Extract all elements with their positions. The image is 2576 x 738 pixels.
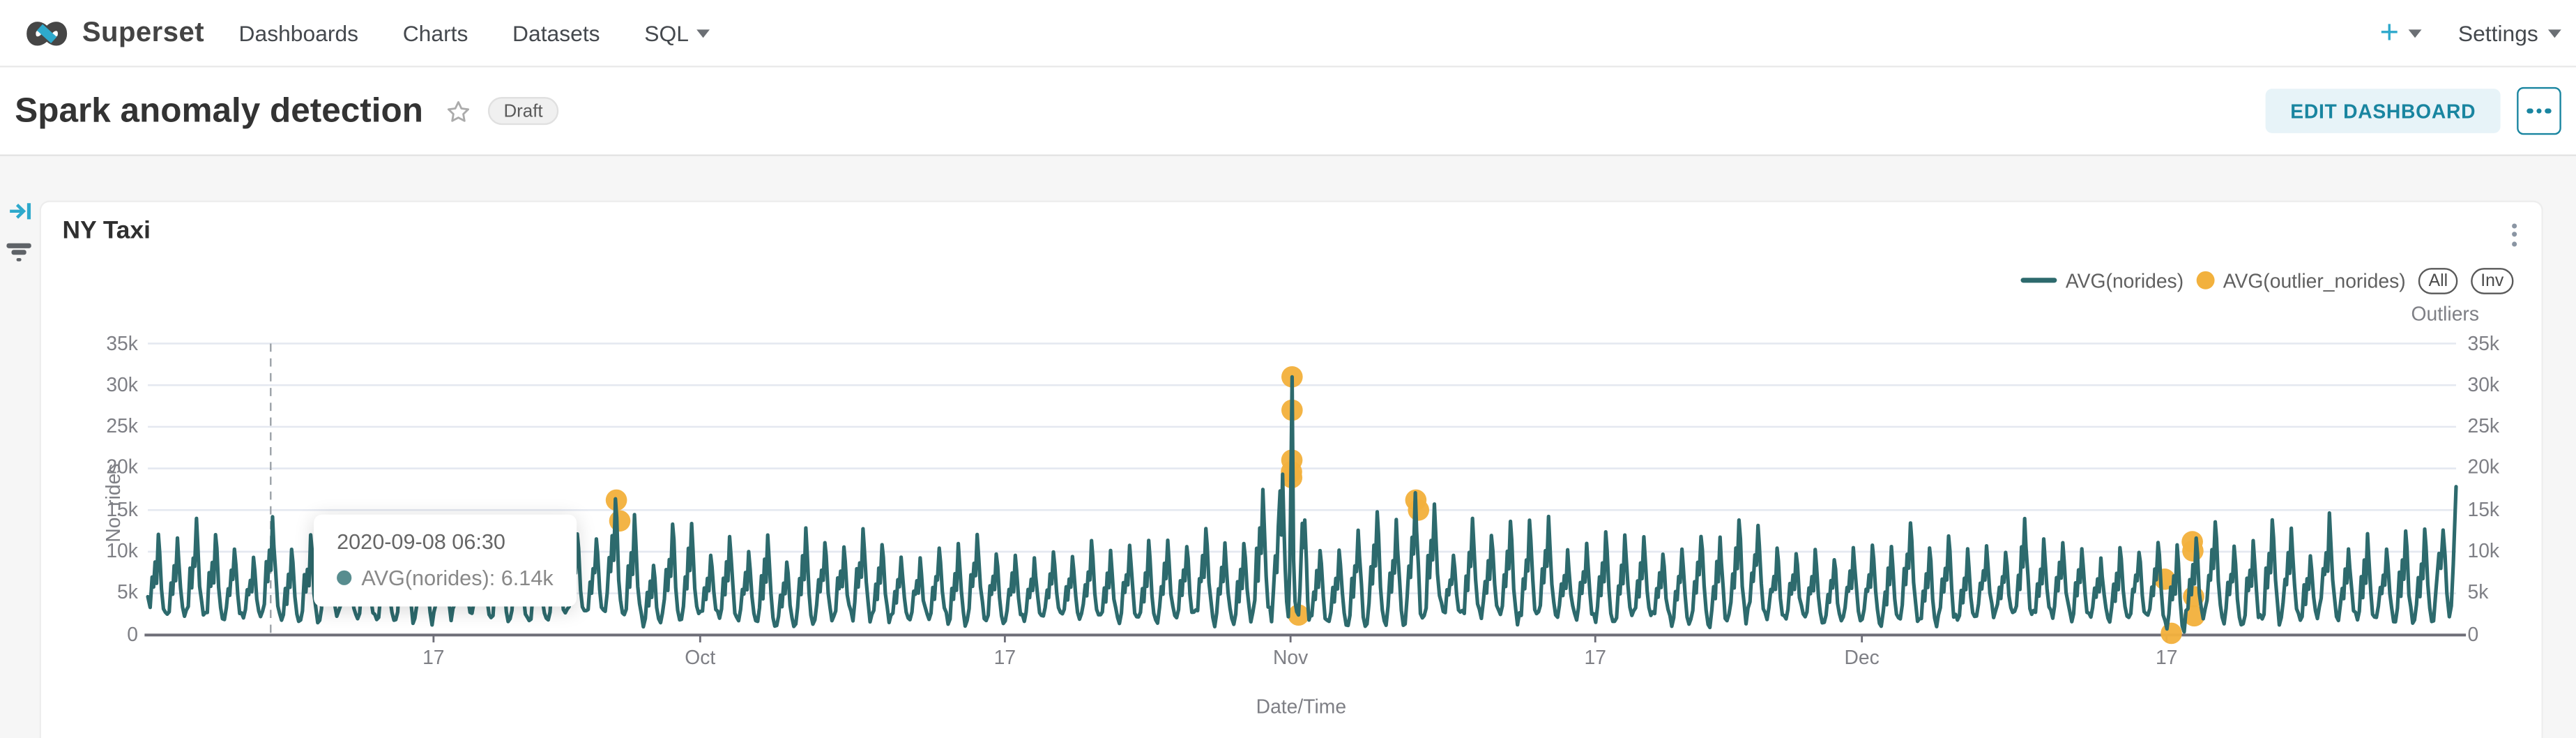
status-badge: Draft [487, 97, 560, 126]
header-actions: EDIT DASHBOARD [2265, 86, 2561, 135]
legend-line-swatch [2021, 278, 2058, 283]
nav-right: + Settings [2379, 17, 2561, 50]
x-axis-tick-label: 17 [2155, 645, 2178, 668]
y-axis-right-tick-label: 20k [2467, 455, 2500, 479]
page-title: Spark anomaly detection [15, 91, 423, 129]
tooltip-series-dot [337, 569, 352, 585]
new-item-menu[interactable]: + [2379, 15, 2423, 52]
superset-logo[interactable]: Superset [15, 13, 204, 54]
dashboard-more-button[interactable] [2517, 86, 2561, 135]
expand-filter-bar-icon[interactable] [8, 199, 33, 232]
legend-item[interactable]: AVG(outlier_norides) [2196, 269, 2406, 292]
y-axis-tick-label: 5k [117, 580, 138, 604]
chevron-down-icon [696, 29, 710, 38]
x-axis-tick-label: Dec [1844, 645, 1880, 668]
y-axis-tick-label: 35k [106, 331, 138, 354]
y-axis-tick-label: 10k [106, 539, 138, 563]
legend-button-inv[interactable]: Inv [2471, 266, 2514, 294]
outliers-axis-title: Outliers [2411, 301, 2479, 325]
favorite-star-icon[interactable] [445, 98, 471, 124]
legend-item[interactable]: AVG(norides) [2021, 269, 2183, 292]
filter-icon[interactable] [6, 243, 31, 262]
tooltip-value: AVG(norides): 6.14k [361, 564, 554, 589]
chart-options-icon[interactable] [2508, 220, 2520, 250]
y-axis-right-tick-label: 15k [2467, 497, 2500, 521]
y-axis-tick-label: 25k [106, 414, 138, 438]
edit-dashboard-button[interactable]: EDIT DASHBOARD [2265, 89, 2501, 133]
y-axis-tick-label: 0 [127, 622, 138, 646]
tooltip-date: 2020-09-08 06:30 [337, 528, 505, 553]
nav-item-sql[interactable]: SQL [644, 20, 710, 45]
x-axis-tick-label: 17 [1584, 645, 1606, 668]
y-axis-tick-label: 15k [106, 497, 138, 521]
legend-dot-swatch [2196, 271, 2215, 289]
x-axis-tick-label: Oct [685, 645, 716, 668]
nav-item-charts[interactable]: Charts [402, 20, 468, 45]
filter-bar [0, 156, 40, 738]
plus-icon: + [2379, 15, 2400, 52]
line-chart[interactable] [144, 342, 2467, 644]
legend-button-all[interactable]: All [2418, 266, 2458, 294]
top-nav: Superset Dashboards Charts Datasets SQL + S… [0, 0, 2576, 68]
y-axis-tick-label: 20k [106, 455, 138, 479]
plot-area: No. rides Date/Time 2020-09-08 06:30 AVG… [102, 331, 2499, 718]
nav-menu: Dashboards Charts Datasets SQL [239, 20, 710, 45]
chart-title: NY Taxi [62, 216, 151, 244]
y-axis-right-tick-label: 0 [2467, 622, 2479, 646]
chart-legend: AVG(norides) AVG(outlier_norides) All Inv [2021, 266, 2514, 294]
x-axis-title: Date/Time [1256, 694, 1347, 718]
y-axis-right-tick-label: 25k [2467, 414, 2500, 438]
chevron-down-icon [2547, 29, 2561, 38]
chart-tooltip: 2020-09-08 06:30 AVG(norides): 6.14k [314, 513, 577, 606]
nav-item-datasets[interactable]: Datasets [512, 20, 600, 45]
y-axis-right-tick-label: 35k [2467, 331, 2500, 354]
x-axis-tick-label: 17 [422, 645, 445, 668]
dashboard-header: Spark anomaly detection Draft EDIT DASHB… [0, 67, 2576, 156]
x-axis-tick-label: 17 [993, 645, 1016, 668]
brand-name: Superset [82, 16, 205, 48]
y-axis-right-tick-label: 30k [2467, 372, 2500, 396]
y-axis-right-tick-label: 5k [2467, 580, 2489, 604]
dashboard-canvas: NY Taxi AVG(norides) AVG(outlier_norides)… [0, 156, 2576, 738]
settings-menu[interactable]: Settings [2458, 20, 2561, 45]
superset-infinity-icon [26, 21, 68, 45]
nav-item-dashboards[interactable]: Dashboards [238, 20, 359, 45]
y-axis-right-tick-label: 10k [2467, 539, 2500, 563]
chart-card: NY Taxi AVG(norides) AVG(outlier_norides)… [39, 199, 2543, 738]
chevron-down-icon [2409, 29, 2423, 38]
settings-label: Settings [2457, 20, 2538, 45]
y-axis-tick-label: 30k [106, 372, 138, 396]
x-axis-tick-label: Nov [1272, 645, 1309, 668]
